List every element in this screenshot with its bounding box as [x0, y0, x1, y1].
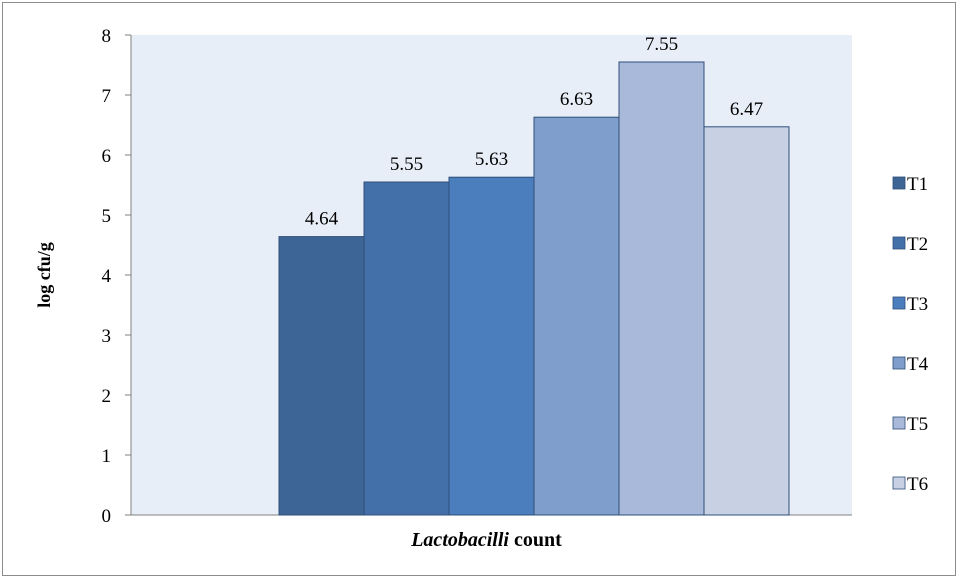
legend-label-t4: T4 [907, 354, 929, 375]
legend-swatch-t4 [892, 356, 906, 370]
bars-group: 4.64 5.55 5.63 6.63 7.55 6.47 [278, 34, 790, 516]
data-label-t3: 5.63 [475, 149, 508, 170]
legend-swatch-t3 [892, 296, 906, 310]
y-tick-label: 8 [102, 26, 112, 47]
y-tick-label: 7 [102, 86, 112, 107]
bar-t3 [448, 176, 535, 516]
y-tick-label: 5 [102, 206, 112, 227]
y-tick-label: 3 [102, 326, 112, 347]
legend-swatch-t6 [892, 476, 906, 490]
bar-t6 [703, 126, 790, 516]
y-tick-label: 1 [102, 446, 112, 467]
legend-swatch-t2 [892, 236, 906, 250]
data-label-t4: 6.63 [560, 89, 593, 110]
legend: T1 T2 T3 T4 T5 T6 [892, 174, 929, 495]
y-tick-label: 6 [102, 146, 112, 167]
x-axis-label-rest: count [509, 529, 562, 551]
data-label-t2: 5.55 [390, 154, 423, 175]
legend-label-t3: T3 [907, 294, 928, 315]
legend-label-t5: T5 [907, 414, 928, 435]
y-tick-label: 4 [102, 266, 112, 287]
data-label-t5: 7.55 [645, 34, 678, 55]
legend-swatch-t1 [892, 176, 906, 190]
legend-label-t6: T6 [907, 474, 928, 495]
y-tick-label: 2 [102, 386, 112, 407]
x-axis-label: Lactobacilli count [410, 529, 562, 551]
legend-swatch-t5 [892, 416, 906, 430]
legend-label-t1: T1 [907, 174, 928, 195]
bar-t2 [363, 181, 450, 516]
bar-t5 [618, 61, 705, 516]
legend-label-t2: T2 [907, 234, 928, 255]
data-label-t6: 6.47 [730, 99, 763, 120]
y-tick-label: 0 [102, 506, 112, 527]
bar-t1 [278, 236, 365, 516]
x-axis-label-italic: Lactobacilli [410, 529, 509, 551]
data-label-t1: 4.64 [305, 209, 339, 230]
bar-t4 [533, 116, 620, 516]
y-axis-label: log cfu/g [34, 242, 54, 308]
